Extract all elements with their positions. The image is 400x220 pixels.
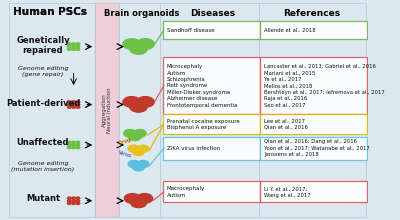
Circle shape <box>72 202 76 204</box>
FancyBboxPatch shape <box>260 137 367 160</box>
Circle shape <box>133 164 144 171</box>
Circle shape <box>72 141 76 143</box>
Circle shape <box>68 202 71 204</box>
Text: Human PSCs: Human PSCs <box>13 7 87 17</box>
Circle shape <box>68 147 71 149</box>
FancyBboxPatch shape <box>260 182 367 202</box>
FancyBboxPatch shape <box>163 57 260 114</box>
Text: Patient-derived: Patient-derived <box>6 99 80 108</box>
Circle shape <box>76 43 80 45</box>
Circle shape <box>128 145 140 152</box>
Circle shape <box>133 148 144 156</box>
Circle shape <box>68 101 71 103</box>
Circle shape <box>68 106 71 108</box>
Text: Qian et al., 2016; Dang et al., 2016
Yoon et al., 2017; Watanabe et al., 2017
Ja: Qian et al., 2016; Dang et al., 2016 Yoo… <box>264 139 370 157</box>
Text: Genome editing
(gene repair): Genome editing (gene repair) <box>18 66 68 77</box>
Text: Human PSCs: Human PSCs <box>13 7 87 17</box>
Circle shape <box>72 200 76 202</box>
Circle shape <box>76 101 80 103</box>
FancyBboxPatch shape <box>95 3 119 217</box>
Text: Brain organoids: Brain organoids <box>104 9 180 18</box>
Text: ZIKA virus infection: ZIKA virus infection <box>167 146 220 151</box>
Circle shape <box>68 141 71 143</box>
Circle shape <box>72 147 76 149</box>
Circle shape <box>68 43 71 45</box>
Circle shape <box>72 48 76 50</box>
FancyBboxPatch shape <box>260 114 367 134</box>
FancyBboxPatch shape <box>163 114 260 134</box>
Circle shape <box>72 197 76 199</box>
Circle shape <box>130 101 147 112</box>
FancyBboxPatch shape <box>163 182 260 202</box>
Circle shape <box>76 202 80 204</box>
Circle shape <box>130 44 147 54</box>
Text: Genetically
repaired: Genetically repaired <box>16 36 70 55</box>
Circle shape <box>68 48 71 50</box>
Text: Allende et al., 2018: Allende et al., 2018 <box>264 28 316 33</box>
FancyBboxPatch shape <box>260 21 367 39</box>
FancyBboxPatch shape <box>163 137 260 160</box>
Text: References: References <box>283 9 340 18</box>
Circle shape <box>136 97 154 107</box>
Circle shape <box>76 144 80 146</box>
Circle shape <box>137 160 149 168</box>
Text: Drug: Drug <box>118 137 132 146</box>
Circle shape <box>72 106 76 108</box>
Circle shape <box>68 46 71 48</box>
Text: Genome editing
(mutation insertion): Genome editing (mutation insertion) <box>11 161 74 172</box>
FancyBboxPatch shape <box>9 3 366 217</box>
Circle shape <box>134 130 146 137</box>
Circle shape <box>72 46 76 48</box>
Circle shape <box>129 133 141 141</box>
Circle shape <box>72 43 76 45</box>
Text: Microcephaly
Autism
Schizophrenia
Rett syndrome
Miller-Dieker syndrome
Alzheimer: Microcephaly Autism Schizophrenia Rett s… <box>167 64 237 108</box>
Circle shape <box>72 144 76 146</box>
Circle shape <box>76 197 80 199</box>
Circle shape <box>124 130 136 137</box>
Circle shape <box>136 39 154 49</box>
Text: Unaffected: Unaffected <box>17 138 69 147</box>
Text: Diseases: Diseases <box>190 9 235 18</box>
Text: Prenatal cocaine exposure
Bisphenol A exposure: Prenatal cocaine exposure Bisphenol A ex… <box>167 119 239 130</box>
Text: Li Y. et al., 2017;
Wang et al., 2017: Li Y. et al., 2017; Wang et al., 2017 <box>264 186 311 198</box>
Circle shape <box>68 200 71 202</box>
Circle shape <box>76 141 80 143</box>
Circle shape <box>68 103 71 106</box>
Text: Lancaster et al., 2013; Gabriel et al., 2016
Mariani et al., 2015
Ye et al., 201: Lancaster et al., 2013; Gabriel et al., … <box>264 64 385 108</box>
Circle shape <box>72 101 76 103</box>
Text: Sandhoff disease: Sandhoff disease <box>167 28 214 33</box>
FancyBboxPatch shape <box>260 57 367 114</box>
FancyBboxPatch shape <box>163 21 260 39</box>
Circle shape <box>76 200 80 202</box>
Circle shape <box>128 160 140 168</box>
Circle shape <box>68 144 71 146</box>
Text: Lee et al., 2017
Qian et al., 2016: Lee et al., 2017 Qian et al., 2016 <box>264 119 308 130</box>
Text: Macrocephaly
Autism: Macrocephaly Autism <box>167 186 205 198</box>
Circle shape <box>76 147 80 149</box>
Circle shape <box>137 194 153 203</box>
Circle shape <box>123 97 140 107</box>
Text: Aggregation
Neural Induction: Aggregation Neural Induction <box>102 87 112 133</box>
Circle shape <box>76 48 80 50</box>
Circle shape <box>123 39 140 49</box>
Text: Virus: Virus <box>118 150 132 159</box>
Circle shape <box>137 145 149 152</box>
Circle shape <box>76 106 80 108</box>
Circle shape <box>124 194 140 203</box>
Circle shape <box>76 46 80 48</box>
Circle shape <box>76 103 80 106</box>
Circle shape <box>72 103 76 106</box>
Circle shape <box>130 198 146 208</box>
Text: Mutant: Mutant <box>26 194 60 203</box>
Circle shape <box>68 197 71 199</box>
